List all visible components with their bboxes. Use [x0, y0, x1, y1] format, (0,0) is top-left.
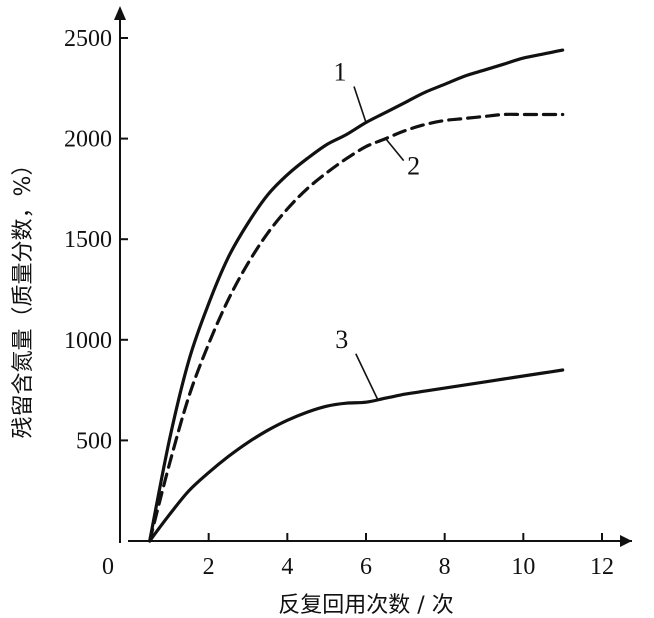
x-tick-label: 6: [360, 554, 372, 580]
y-tick-label: 1500: [64, 227, 112, 253]
label-leader: [353, 86, 367, 123]
y-tick-label: 500: [76, 428, 112, 454]
series-3-line: [148, 368, 565, 543]
series-2-line: [148, 112, 565, 543]
series-layer: [148, 48, 565, 543]
x-tick-label: 0: [102, 554, 114, 580]
label-leader: [355, 353, 379, 401]
series-label-1: 1: [334, 58, 347, 87]
x-tick-label: 4: [281, 554, 293, 580]
x-tick-label: 12: [590, 554, 614, 580]
y-tick-label: 2000: [64, 127, 112, 153]
y-axis-arrow: [114, 6, 126, 20]
labels-layer: 1 2 3: [334, 58, 420, 401]
y-tick-label: 1000: [64, 328, 112, 354]
series-label-2: 2: [407, 152, 420, 181]
series-1-line: [148, 48, 565, 543]
x-tick-label: 10: [511, 554, 535, 580]
x-tick-label: 2: [203, 554, 215, 580]
y-axis-title: 残留含氮量（质量分数，%）: [11, 154, 36, 439]
x-axis-title: 反复回用次数 / 次: [278, 593, 453, 618]
series-label-3: 3: [335, 325, 348, 354]
x-axis-arrow: [620, 535, 632, 547]
label-leader: [385, 138, 405, 162]
x-tick-label: 8: [439, 554, 451, 580]
y-tick-label: 2500: [64, 26, 112, 52]
